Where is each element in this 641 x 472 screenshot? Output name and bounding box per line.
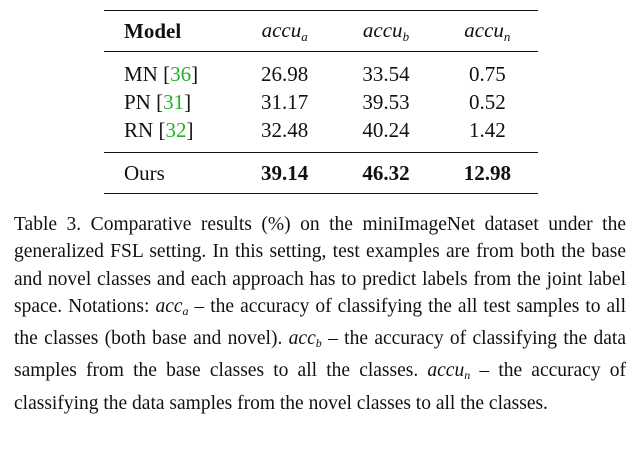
cite-bracket-close: ] <box>191 61 199 86</box>
header-acc-a-base: accu <box>261 17 302 42</box>
caption-text: – the accuracy of classifying the all te… <box>14 295 626 350</box>
row-model-name: MN <box>124 61 158 86</box>
caption-text: Table 3. Comparative results (%) on the … <box>14 214 626 317</box>
row-model-cell: RN [32] <box>104 116 234 153</box>
citation-link[interactable]: 36 <box>170 61 192 86</box>
caption-math-base: accu <box>427 360 465 382</box>
table-row: MN [36] 26.98 33.54 0.75 <box>104 51 538 89</box>
cell-acc-b: 39.53 <box>362 89 410 114</box>
cite-bracket-close: ] <box>184 89 192 114</box>
header-acc-a-sub: a <box>301 28 308 44</box>
cell-acc-n: 1.42 <box>468 117 506 142</box>
row-model-name: PN <box>124 89 151 114</box>
table-row-ours: Ours 39.14 46.32 12.98 <box>104 152 538 194</box>
row-model-cell: PN [31] <box>104 88 234 116</box>
cell-acc-a: 31.17 <box>261 89 309 114</box>
ours-acc-b: 46.32 <box>362 160 410 185</box>
caption-math-sub: n <box>464 368 471 383</box>
citation-link[interactable]: 32 <box>165 117 187 142</box>
caption-math-sub: b <box>315 336 322 351</box>
row-model-name: RN <box>124 117 154 142</box>
row-model-cell: MN [36] <box>104 52 234 89</box>
citation-link[interactable]: 31 <box>163 89 185 114</box>
caption-text: – the accuracy of classifying the data s… <box>14 328 626 382</box>
ours-model-name: Ours <box>124 160 165 185</box>
cell-acc-a: 26.98 <box>261 61 309 86</box>
results-table-container: Model accua accub accun MN [36] 26.98 33… <box>104 10 538 194</box>
caption-math-acc-b: accb <box>288 328 322 351</box>
results-table: Model accua accub accun MN [36] 26.98 33… <box>104 10 538 194</box>
cell-acc-b: 40.24 <box>362 117 410 142</box>
caption-math-acc-n: accun <box>427 360 471 383</box>
cell-acc-n: 0.75 <box>468 61 506 86</box>
cell-acc-b: 33.54 <box>362 61 410 86</box>
caption-text: – the accuracy of classifying the data s… <box>14 360 626 414</box>
caption-math-sub: a <box>182 303 189 318</box>
cite-bracket-close: ] <box>186 117 194 142</box>
table-caption: Table 3. Comparative results (%) on the … <box>14 211 626 417</box>
cell-acc-n: 0.52 <box>468 89 506 114</box>
caption-math-acc-a: acca <box>155 295 189 318</box>
cite-bracket-open: [ <box>158 117 166 142</box>
header-model: Model <box>124 18 182 43</box>
caption-math-base: acc <box>288 328 316 350</box>
caption-math-base: acc <box>155 295 183 317</box>
table-header-row: Model accua accub accun <box>104 10 538 52</box>
header-acc-b: accub <box>335 11 436 52</box>
table-row: PN [31] 31.17 39.53 0.52 <box>104 88 538 116</box>
cite-bracket-open: [ <box>163 61 171 86</box>
header-acc-n-base: accu <box>464 17 504 42</box>
ours-acc-a: 39.14 <box>261 160 309 185</box>
cell-acc-a: 32.48 <box>261 117 309 142</box>
table-row: RN [32] 32.48 40.24 1.42 <box>104 116 538 153</box>
header-acc-b-base: accu <box>362 17 403 42</box>
cite-bracket-open: [ <box>156 89 164 114</box>
header-acc-b-sub: b <box>402 28 410 44</box>
header-acc-n: accun <box>437 11 538 52</box>
header-acc-a: accua <box>234 11 335 52</box>
ours-acc-n: 12.98 <box>463 160 511 185</box>
header-acc-n-sub: n <box>503 28 511 44</box>
